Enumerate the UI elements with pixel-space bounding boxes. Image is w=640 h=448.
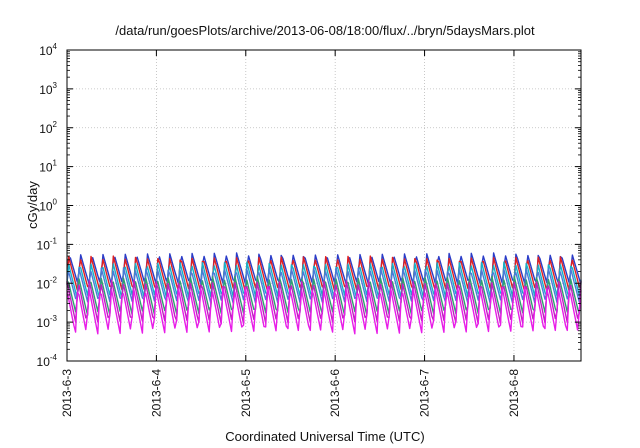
grid xyxy=(66,49,581,362)
series-line-6 xyxy=(66,279,582,325)
y-tick-label: 100 xyxy=(39,198,57,214)
x-ticks: 2013-6-3 2013-6-4 2013-6-5 2013-6-6 2013-6-7… xyxy=(60,50,521,417)
y-tick-label: 102 xyxy=(39,120,57,136)
y-tick-label: 104 xyxy=(39,42,57,58)
y-tick-base: 10 xyxy=(39,122,53,136)
y-tick-base: 10 xyxy=(37,238,51,252)
y-tick-label: 10-2 xyxy=(37,275,58,291)
y-tick-exponent: -4 xyxy=(50,353,58,362)
y-tick-label: 10-1 xyxy=(37,236,58,252)
x-tick-label: 2013-6-6 xyxy=(328,369,342,417)
y-tick-label: 10-3 xyxy=(37,314,58,330)
x-tick-label: 2013-6-8 xyxy=(507,369,521,417)
x-tick-label: 2013-6-4 xyxy=(149,369,163,417)
y-tick-base: 10 xyxy=(37,277,51,291)
y-tick-base: 10 xyxy=(39,200,53,214)
series-group xyxy=(66,252,582,335)
series-line-7 xyxy=(66,286,582,335)
plot-frame xyxy=(66,49,582,362)
y-tick-exponent: 0 xyxy=(53,198,58,207)
y-tick-base: 10 xyxy=(39,161,53,175)
x-axis-label: Coordinated Universal Time (UTC) xyxy=(225,429,424,444)
y-tick-exponent: 1 xyxy=(53,159,58,168)
y-tick-base: 10 xyxy=(37,316,51,330)
y-tick-exponent: -1 xyxy=(50,236,58,245)
y-tick-exponent: -2 xyxy=(50,275,58,284)
y-tick-label: 103 xyxy=(39,81,57,97)
x-tick-label: 2013-6-7 xyxy=(418,369,432,417)
y-tick-label: 101 xyxy=(39,159,57,175)
series-line-4 xyxy=(66,267,582,305)
y-tick-exponent: 3 xyxy=(53,81,58,90)
y-tick-exponent: 4 xyxy=(53,42,58,51)
y-tick-base: 10 xyxy=(37,355,51,369)
y-tick-base: 10 xyxy=(39,44,53,58)
y-tick-exponent: -3 xyxy=(50,314,58,323)
y-tick-base: 10 xyxy=(39,83,53,97)
y-tick-exponent: 2 xyxy=(53,120,58,129)
x-tick-label: 2013-6-3 xyxy=(60,369,74,417)
y-axis-label: cGy/day xyxy=(25,181,40,229)
y-tick-label: 10-4 xyxy=(37,353,58,369)
chart-title: /data/run/goesPlots/archive/2013-06-08/1… xyxy=(115,23,535,38)
x-tick-label: 2013-6-5 xyxy=(239,369,253,417)
